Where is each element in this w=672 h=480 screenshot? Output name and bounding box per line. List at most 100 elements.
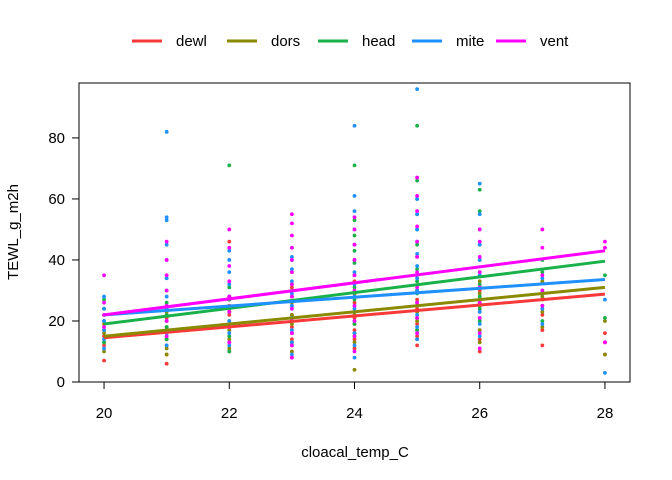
data-point-vent: [164, 334, 169, 339]
data-point-dors: [603, 352, 607, 357]
data-point-mite: [102, 328, 106, 333]
data-point-vent: [540, 227, 545, 232]
data-point-vent: [352, 215, 357, 220]
data-point-head: [477, 306, 482, 311]
data-point-dors: [477, 279, 482, 284]
data-point-vent: [603, 245, 607, 250]
data-point-vent: [227, 227, 232, 232]
data-point-mite: [227, 248, 232, 253]
data-point-mite: [289, 255, 294, 259]
fit-line-mite: [103, 277, 606, 317]
data-point-dewl: [227, 312, 232, 317]
data-point-mite: [289, 267, 294, 272]
data-point-vent: [477, 316, 482, 320]
data-point-dewl: [415, 322, 420, 326]
fit-line-head: [103, 259, 606, 326]
data-point-mite: [415, 325, 420, 329]
data-point-vent: [289, 258, 294, 262]
data-point-mite: [164, 294, 169, 299]
y-axis-label: TEWL_g_m2h: [5, 184, 22, 280]
data-point-mite: [227, 319, 232, 323]
data-point-mite: [540, 276, 545, 281]
data-point-vent: [415, 224, 420, 229]
x-tick-label: 28: [597, 405, 614, 422]
x-tick-label: 22: [221, 405, 238, 422]
data-point-vent: [540, 288, 545, 293]
data-point-mite: [352, 343, 357, 348]
data-point-dewl: [540, 343, 545, 348]
data-point-vent: [415, 285, 420, 290]
data-point-head: [352, 285, 357, 290]
data-point-head: [415, 279, 420, 284]
x-axis: 20 22 24 26 28: [96, 381, 614, 422]
data-point-vent: [102, 273, 106, 278]
data-point-dors: [289, 312, 294, 317]
data-point-head: [540, 270, 545, 275]
data-point-vent: [477, 270, 482, 275]
data-point-head: [415, 123, 420, 128]
data-point-mite: [415, 87, 420, 92]
data-point-vent: [540, 273, 545, 278]
data-point-mite: [603, 370, 607, 375]
data-point-vent: [415, 300, 420, 305]
data-point-vent: [227, 340, 232, 345]
data-point-vent: [289, 294, 294, 299]
data-point-vent: [352, 334, 357, 339]
data-point-vent: [227, 245, 232, 250]
data-point-dors: [603, 319, 607, 323]
data-point-mite: [352, 209, 357, 214]
data-point-mite: [227, 258, 232, 262]
data-point-vent: [227, 279, 232, 284]
data-point-dors: [352, 340, 357, 345]
data-point-mite: [477, 212, 482, 217]
data-point-mite: [477, 334, 482, 339]
data-point-mite: [289, 279, 294, 284]
y-tick-label: 20: [48, 313, 65, 330]
data-point-mite: [289, 291, 294, 296]
data-point-mite: [227, 270, 232, 275]
data-point-dewl: [415, 343, 420, 348]
data-point-mite: [164, 242, 169, 247]
fit-lines: [103, 249, 606, 340]
data-point-vent: [477, 346, 482, 351]
data-point-mite: [477, 309, 482, 314]
legend-label-dewl: dewl: [176, 33, 207, 50]
data-point-mite: [477, 258, 482, 262]
data-point-mite: [415, 212, 420, 217]
data-point-dors: [540, 325, 545, 329]
data-point-mite: [352, 123, 357, 128]
x-axis-label: cloacal_temp_C: [301, 444, 409, 461]
data-point-head: [227, 285, 232, 290]
data-point-vent: [540, 245, 545, 250]
data-point-vent: [352, 319, 357, 323]
data-point-dors: [415, 319, 420, 323]
data-point-dewl: [540, 312, 545, 317]
data-point-vent: [164, 288, 169, 293]
data-point-mite: [102, 306, 106, 311]
data-point-vent: [289, 331, 294, 336]
data-point-dewl: [415, 334, 420, 339]
data-point-vent: [289, 343, 294, 348]
data-point-dors: [540, 294, 545, 299]
data-point-mite: [415, 197, 420, 201]
data-point-dewl: [352, 328, 357, 333]
data-point-mite: [227, 282, 232, 287]
x-tick-label: 20: [96, 405, 113, 422]
data-point-mite: [415, 251, 420, 256]
data-point-dewl: [164, 361, 169, 366]
data-point-mite: [289, 352, 294, 357]
data-point-dewl: [603, 331, 607, 336]
data-point-vent: [289, 282, 294, 287]
data-point-mite: [415, 227, 420, 232]
data-point-mite: [102, 346, 106, 351]
data-point-vent: [415, 209, 420, 214]
data-point-vent: [415, 331, 420, 336]
x-tick-label: 26: [471, 405, 488, 422]
legend-label-head: head: [362, 33, 395, 50]
legend-label-mite: mite: [456, 33, 484, 50]
data-point-head: [352, 233, 357, 238]
data-point-dors: [289, 349, 294, 354]
data-point-mite: [102, 319, 106, 323]
data-point-dewl: [102, 343, 106, 348]
data-point-head: [415, 267, 420, 272]
